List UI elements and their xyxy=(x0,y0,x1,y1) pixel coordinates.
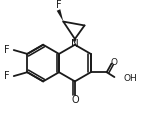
Text: OH: OH xyxy=(123,74,137,83)
Text: F: F xyxy=(56,0,61,10)
Text: F: F xyxy=(4,71,10,81)
Text: O: O xyxy=(111,58,118,67)
Text: F: F xyxy=(4,45,10,55)
Polygon shape xyxy=(73,39,77,43)
Polygon shape xyxy=(57,9,63,22)
Text: O: O xyxy=(71,95,79,105)
Text: N: N xyxy=(71,39,79,49)
